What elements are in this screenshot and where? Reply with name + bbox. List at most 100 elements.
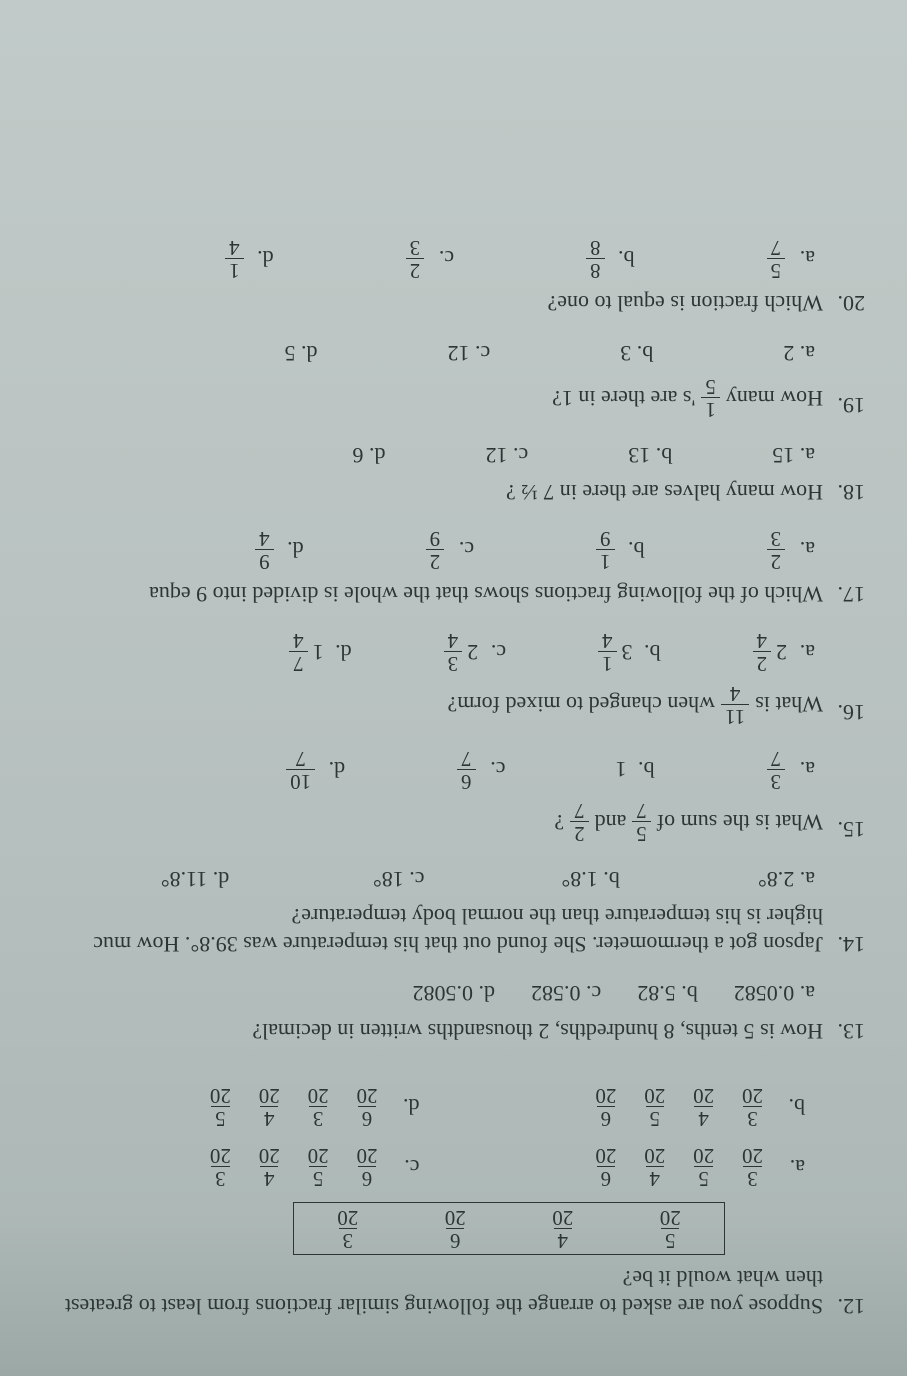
- q16-number: 16.: [831, 698, 865, 726]
- q19-choice-c: c. 12: [447, 339, 490, 367]
- frac-den: 7: [570, 801, 588, 822]
- choice-letter: a.: [793, 756, 815, 784]
- choice-letter: c.: [398, 1153, 420, 1181]
- q12-stem: 12. Suppose you are asked to arrange the…: [34, 1265, 865, 1320]
- frac-den: 20: [738, 1146, 767, 1167]
- q19-stem: 19. How many 15 's are there in 1?: [34, 377, 865, 420]
- q12-choice-d: d. 620 320 420 520: [34, 1085, 420, 1128]
- q20-choice-c: c. 23: [404, 237, 454, 280]
- q14-line2: higher is his temperature than the norma…: [292, 904, 823, 929]
- frac-den: 20: [689, 1085, 718, 1106]
- q15-suffix: ?: [554, 808, 564, 836]
- frac-den: 20: [640, 1085, 669, 1106]
- q14-choices: a. 2.8° b. 1.8° c. 18° d. 11.8°: [34, 865, 815, 893]
- frac-num: 6: [358, 1106, 376, 1128]
- frac-num: 2: [570, 821, 588, 843]
- choice-letter: d.: [282, 536, 304, 564]
- frac-num: 2: [767, 549, 785, 571]
- q15-choice-d: d. 107: [284, 748, 345, 791]
- choice-letter: a.: [783, 1153, 805, 1181]
- choice-letter: a.: [793, 244, 815, 272]
- frac-num: 7: [289, 651, 307, 673]
- frac-den: 4: [753, 630, 771, 651]
- frac-den: 4: [598, 630, 616, 651]
- q15-mid: and: [595, 808, 627, 836]
- fraction-sequence: 620 320 420 520: [204, 1085, 384, 1128]
- q14-choice-d: d. 11.8°: [34, 865, 229, 893]
- q17-number: 17.: [831, 581, 865, 609]
- q19-number: 19.: [831, 392, 865, 420]
- q13-number: 13.: [831, 1017, 865, 1045]
- question-14: 14. Japson got a thermometer. She found …: [34, 865, 865, 958]
- frac-num: 1: [596, 549, 614, 571]
- q15-choice-c: c. 67: [455, 748, 505, 791]
- q19-body: How many 15 's are there in 1?: [34, 377, 823, 420]
- q19-choice-b: b. 3: [620, 339, 653, 367]
- q14-stem: 14. Japson got a thermometer. She found …: [34, 903, 865, 958]
- q12-choice-a: a. 320 520 420 620: [420, 1146, 806, 1189]
- q20-choice-b: b. 88: [584, 237, 634, 280]
- q12-body: Suppose you are asked to arrange the fol…: [34, 1265, 823, 1320]
- frac-num: 3: [444, 651, 462, 673]
- mixed-whole: 2: [776, 638, 787, 666]
- question-15: 15. What is the sum of 57 and 27 ? a. 37…: [34, 748, 865, 843]
- q15-body: What is the sum of 57 and 27 ?: [34, 801, 823, 844]
- choice-letter: b.: [613, 244, 635, 272]
- q16-prefix: What is: [755, 691, 823, 719]
- q13-stem: 13. How is 5 tenths, 8 hundredths, 2 tho…: [34, 1017, 865, 1045]
- frac-num: 3: [309, 1106, 327, 1128]
- q17-choice-c: c. 29: [424, 528, 474, 571]
- frac-num: 4: [554, 1228, 572, 1250]
- q16-body: What is 114 when changed to mixed form?: [34, 683, 823, 726]
- frac-num: 4: [694, 1106, 712, 1128]
- frac-den: 4: [444, 630, 462, 651]
- q19-choices: a. 2 b. 3 c. 12 d. 5: [34, 339, 815, 367]
- worksheet-page: 12. Suppose you are asked to arrange the…: [0, 0, 907, 1376]
- frac-num: 4: [646, 1166, 664, 1188]
- q14-choice-c: c. 18°: [229, 865, 424, 893]
- q19-prefix: How many: [726, 384, 823, 412]
- q12-number: 12.: [831, 1293, 865, 1321]
- frac-num: 1: [225, 258, 243, 280]
- frac-den: 20: [353, 1146, 382, 1167]
- frac-den: 20: [255, 1146, 284, 1167]
- q12-line1: Suppose you are asked to arrange the fol…: [65, 1294, 823, 1319]
- q17-stem: 17. Which of the following fractions sho…: [34, 581, 865, 609]
- q16-choice-b: b. 314: [596, 630, 660, 673]
- q17-body: Which of the following fractions shows t…: [34, 581, 823, 609]
- frac-den: 20: [548, 1207, 577, 1228]
- frac-num: 4: [260, 1106, 278, 1128]
- frac-den: 7: [767, 237, 785, 258]
- q19-choice-a: a. 2: [783, 339, 815, 367]
- q18-choice-b: b. 13: [628, 441, 672, 469]
- frac-num: 3: [211, 1166, 229, 1188]
- frac-den: 4: [225, 237, 243, 258]
- frac-num: 10: [286, 769, 315, 791]
- frac-num: 5: [661, 1228, 679, 1250]
- q12-choice-c: c. 620 520 420 320: [34, 1146, 420, 1189]
- q20-choice-a: a. 57: [765, 237, 815, 280]
- frac-num: 6: [358, 1166, 376, 1188]
- q16-choice-d: d. 174: [287, 630, 351, 673]
- mixed-whole: 2: [467, 638, 478, 666]
- fraction-sequence: 320 520 420 620: [589, 1146, 769, 1189]
- question-12: 12. Suppose you are asked to arrange the…: [34, 1067, 865, 1320]
- q15-choice-b-text: 1: [616, 756, 627, 784]
- q19-suffix: 's are there in 1?: [552, 384, 695, 412]
- frac-num: 6: [597, 1106, 615, 1128]
- frac-den: 20: [333, 1207, 362, 1228]
- choice-letter: c.: [484, 756, 506, 784]
- frac-num: 6: [457, 769, 475, 791]
- frac-den: 20: [206, 1085, 235, 1106]
- choice-letter: d.: [398, 1092, 420, 1120]
- question-16: 16. What is 114 when changed to mixed fo…: [34, 630, 865, 725]
- frac-den: 20: [206, 1146, 235, 1167]
- frac-den: 20: [441, 1207, 470, 1228]
- q20-body: Which fraction is equal to one?: [34, 290, 823, 318]
- choice-letter: b.: [639, 638, 661, 666]
- q12-choices: a. 320 520 420 620 c. 620 520 420 320 b.: [34, 1067, 805, 1188]
- frac-num: 11: [721, 704, 749, 726]
- q15-choice-b: b. 1: [616, 748, 655, 791]
- choice-letter: d.: [252, 244, 274, 272]
- frac-num: 5: [646, 1106, 664, 1128]
